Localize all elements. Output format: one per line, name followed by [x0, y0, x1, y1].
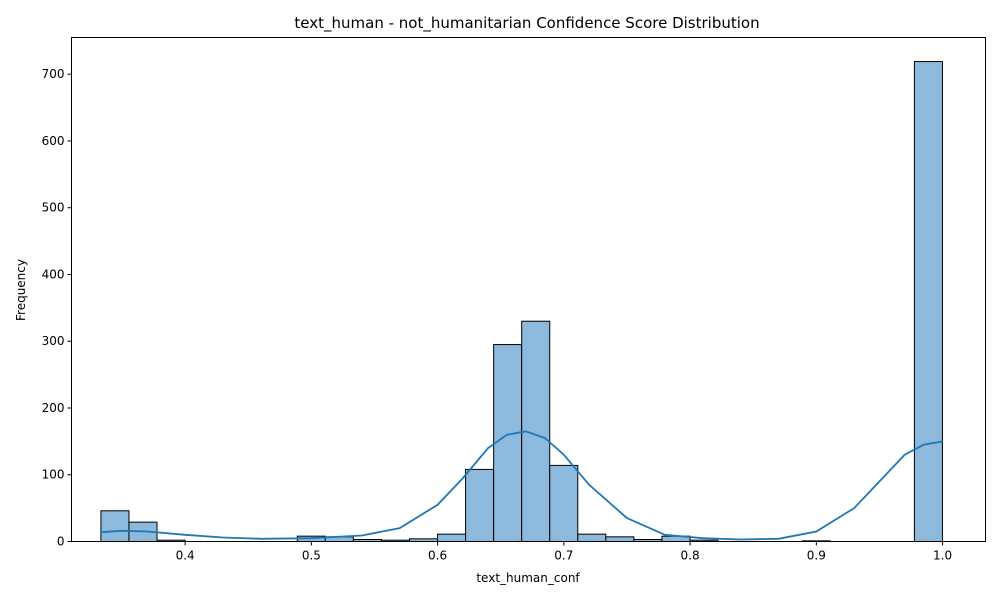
- x-tick-label: 0.9: [807, 549, 826, 563]
- histogram-bar: [913, 61, 943, 542]
- histogram-bar: [493, 344, 523, 542]
- y-tick-label: 0: [57, 535, 65, 549]
- histogram-bar: [465, 468, 495, 542]
- y-axis-label: Frequency: [14, 259, 28, 321]
- x-tick-label: 0.7: [554, 549, 573, 563]
- histogram-bar: [100, 510, 130, 543]
- y-tick-label: 600: [42, 134, 65, 148]
- histogram-bar: [577, 533, 607, 543]
- kde-curve: [100, 430, 943, 541]
- x-tick-label: 1.0: [933, 549, 952, 563]
- x-tick-label: 0.4: [176, 549, 195, 563]
- plot-frame: [71, 37, 986, 542]
- y-axis-ticks: 0 100 200 300 400 500 600 700: [42, 67, 72, 549]
- bars-group: [100, 61, 943, 543]
- x-axis-ticks: 0.4 0.5 0.6 0.7 0.8 0.9 1.0: [176, 541, 952, 563]
- x-tick-label: 0.5: [302, 549, 321, 563]
- axes-group: [71, 37, 986, 542]
- x-axis-label: text_human_conf: [476, 571, 580, 585]
- y-tick-label: 100: [42, 468, 65, 482]
- chart-title: text_human - not_humanitarian Confidence…: [294, 14, 759, 33]
- x-tick-label: 0.8: [681, 549, 700, 563]
- histogram-bar: [549, 464, 579, 542]
- y-tick-label: 400: [42, 267, 65, 281]
- histogram-bar: [437, 533, 467, 543]
- y-tick-label: 300: [42, 334, 65, 348]
- y-tick-label: 200: [42, 401, 65, 415]
- y-tick-label: 500: [42, 201, 65, 215]
- x-tick-label: 0.6: [428, 549, 447, 563]
- y-tick-label: 700: [42, 67, 65, 81]
- histogram-bar: [605, 536, 635, 542]
